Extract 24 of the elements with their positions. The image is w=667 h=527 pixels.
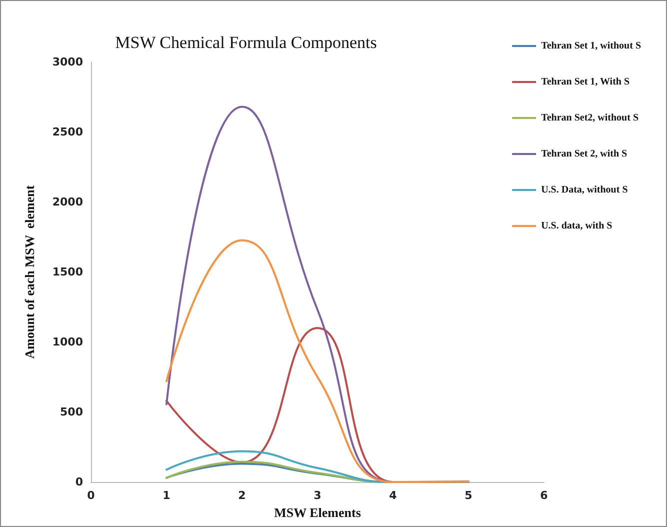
y-tick-label: 1500: [52, 266, 84, 278]
y-tick-label: 500: [60, 406, 84, 418]
y-axis-title: Amount of each MSW element: [22, 184, 37, 359]
y-tick-label: 1000: [52, 336, 84, 348]
x-tick-label: 6: [540, 489, 548, 502]
legend-label: U.S. Data, without S: [541, 184, 628, 196]
x-axis-title: MSW Elements: [274, 504, 361, 520]
y-tick-label: 2500: [52, 126, 84, 138]
legend-label: U.S. data, with S: [541, 220, 613, 232]
y-tick-label: 2000: [52, 196, 84, 208]
x-tick-label: 4: [389, 489, 398, 502]
x-tick-label: 5: [464, 489, 472, 502]
legend-label: Tehran Set 2, with S: [541, 148, 628, 160]
legend-label: Tehran Set 1, With S: [541, 76, 630, 88]
legend-label: Tehran Set 1, without S: [541, 40, 642, 52]
x-tick-label: 0: [87, 489, 96, 502]
y-tick-label: 3000: [52, 56, 84, 68]
x-tick-label: 1: [162, 489, 170, 502]
x-tick-label: 3: [314, 489, 322, 502]
x-tick-label: 2: [238, 489, 246, 502]
legend-label: Tehran Set2, without S: [541, 112, 639, 124]
y-tick-label: 0: [75, 476, 84, 488]
line-series: [166, 239, 470, 483]
chart-title: MSW Chemical Formula Components: [115, 33, 377, 52]
